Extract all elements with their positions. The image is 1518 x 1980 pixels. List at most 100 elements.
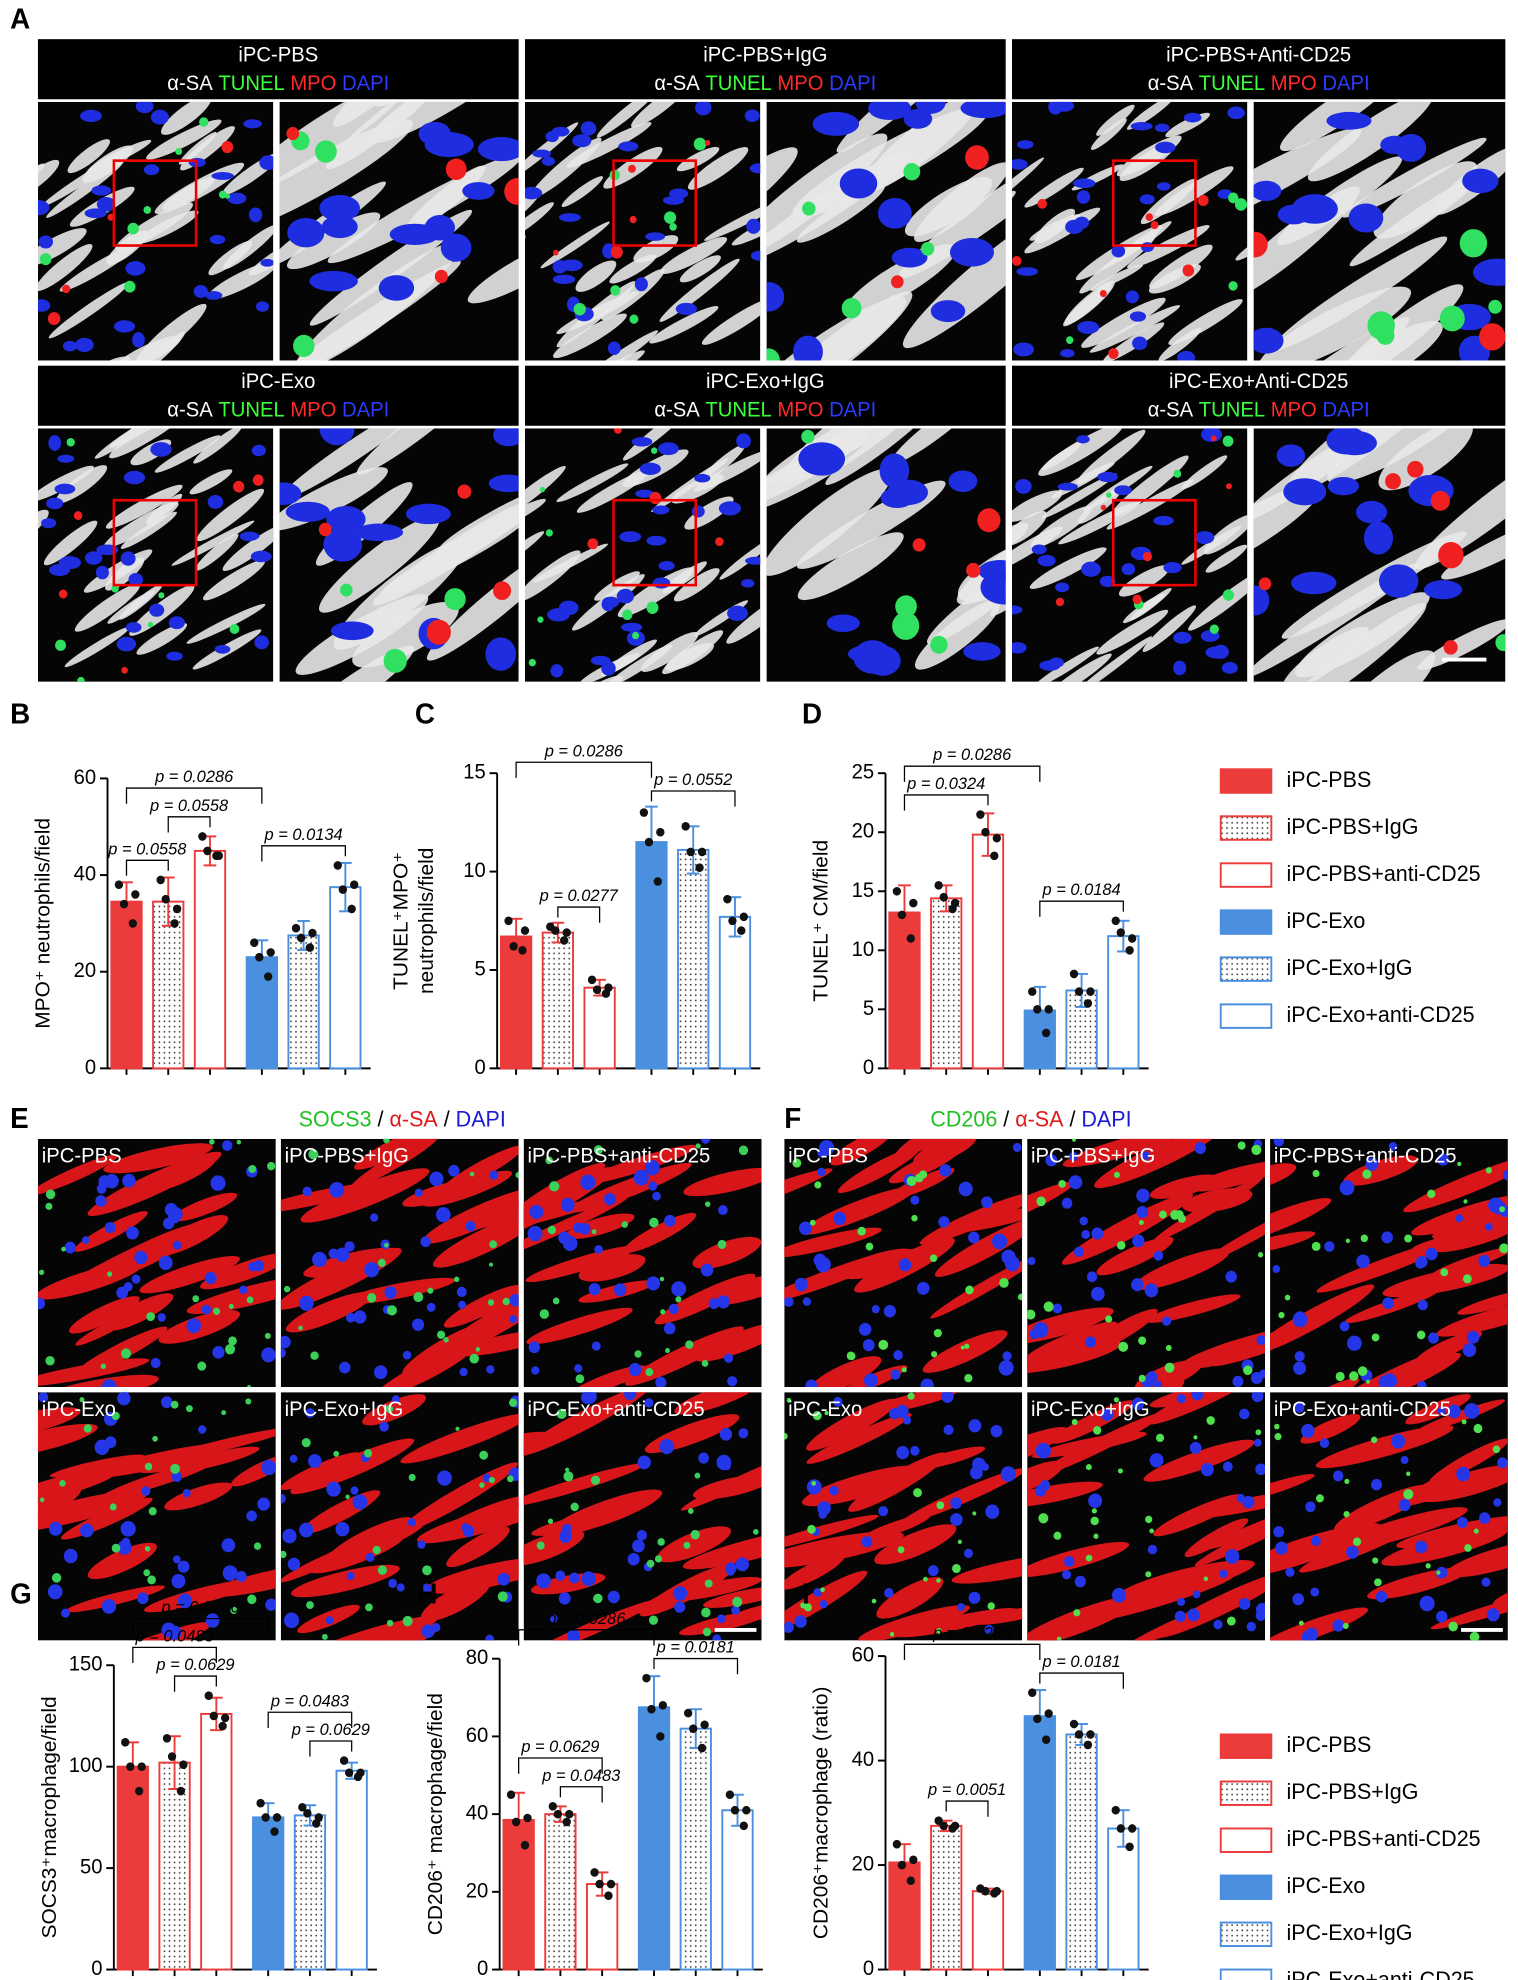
fiber [119,584,163,620]
nucleus [344,1241,355,1252]
dot [1258,577,1272,591]
fiber [1206,1502,1265,1550]
nucleus [509,1293,519,1307]
dot [1222,435,1234,447]
nucleus [1183,112,1202,123]
data-point [587,975,597,985]
stain-word: MPO [290,399,336,422]
data-point [218,1721,227,1731]
signal [248,1164,257,1174]
nucleus [1327,476,1360,496]
dot [610,246,623,259]
signal [170,1400,179,1409]
signal [570,1502,579,1512]
nucleus [123,1282,133,1292]
fiber [922,1330,1008,1373]
dot [1228,192,1239,204]
nucleus [1484,1222,1493,1231]
signal [427,1287,434,1294]
bar [721,1809,754,1971]
signal [212,1307,221,1315]
image-label: iPC-PBS [788,1144,868,1167]
data-point [934,881,943,890]
fiber [1153,1494,1244,1537]
nucleus [37,1297,46,1310]
fiber [354,1138,431,1170]
nucleus [784,1296,794,1307]
fiber [649,306,719,344]
fiber [1327,428,1482,484]
fiber [165,1446,260,1474]
nucleus [1253,327,1284,354]
signal [913,1488,922,1498]
signal [1145,1571,1152,1578]
nucleus [63,1548,78,1564]
data-point [1111,916,1120,926]
nucleus [700,1263,714,1277]
nucleus [1319,1438,1330,1448]
panel-letter: A [10,2,30,35]
data-point [565,1809,574,1819]
nucleus [1076,435,1090,444]
nucleus [1356,500,1388,524]
fiber [1253,482,1323,583]
fiber [292,1615,439,1641]
fiber [43,520,98,566]
data-point [656,827,665,837]
fiber [1430,1246,1508,1277]
data-point [992,833,1001,843]
nucleus [37,299,51,312]
signal [1365,1379,1370,1384]
nucleus [798,442,846,476]
nucleus [745,556,761,565]
signal [1138,1374,1146,1383]
legend-swatch [1219,815,1273,841]
nucleus [143,164,160,176]
dot [704,140,711,146]
y-tick-label: 60 [852,1643,875,1666]
nucleus [896,1446,910,1460]
fiber [1042,653,1112,682]
bar [293,1814,327,1971]
nucleus [716,1614,726,1624]
fiber [623,1212,697,1253]
signal [197,1361,207,1371]
fiber [46,161,124,218]
y-tick-label: 100 [69,1754,103,1777]
fiber [1415,440,1506,570]
p-value: p = 0.0629 [520,1737,599,1756]
nucleus [1149,1453,1164,1468]
signal [1499,1243,1508,1254]
nucleus [1132,336,1148,351]
p-value: p = 0.0286 [544,741,624,760]
y-axis-label: MPO⁺ neutrophils/field [32,818,55,1029]
nucleus [799,1221,813,1236]
fiber [951,1553,1023,1584]
panel-letter: D [802,697,822,730]
signal [1473,1423,1483,1434]
nucleus [84,551,103,565]
nucleus [64,1241,76,1254]
fiber [103,1143,213,1174]
y-tick-label: 10 [463,859,486,882]
nucleus [1294,1311,1306,1323]
fiber [74,583,141,632]
p-value: p = 0.0552 [653,770,733,789]
nucleus [1140,242,1154,253]
fiber [1051,1400,1135,1444]
data-point [308,928,317,938]
dot [1037,198,1048,209]
data-point [560,936,569,945]
dot [124,280,136,293]
signal [1312,1169,1320,1178]
fiber [1330,650,1436,682]
signal [1206,1416,1215,1425]
signal [365,1603,373,1612]
signal [539,1309,550,1319]
nucleus [644,1160,660,1176]
panel-letter: E [10,1102,29,1135]
fiber [639,1563,736,1617]
nucleus [1060,349,1075,358]
nucleus [1011,605,1023,615]
signal [964,1343,970,1349]
